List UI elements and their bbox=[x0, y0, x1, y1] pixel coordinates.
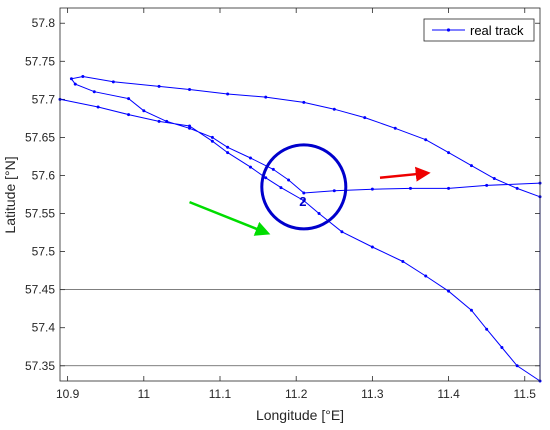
x-tick-label: 11.5 bbox=[514, 387, 537, 401]
data-point bbox=[332, 189, 336, 193]
data-point bbox=[210, 135, 214, 139]
data-point bbox=[408, 186, 412, 190]
y-tick-label: 57.6 bbox=[32, 168, 56, 182]
data-point bbox=[279, 186, 283, 190]
data-point bbox=[81, 75, 85, 79]
data-point bbox=[127, 97, 131, 101]
data-point bbox=[271, 167, 275, 171]
data-point bbox=[363, 116, 367, 120]
y-tick-label: 57.7 bbox=[32, 92, 56, 106]
data-point bbox=[226, 92, 230, 96]
data-point bbox=[340, 230, 344, 234]
data-point bbox=[264, 176, 268, 180]
data-point bbox=[401, 259, 405, 263]
y-axis-ticks: 57.35 57.4 57.45 57.5 57.55 57.6 57.65 57.7 57.7… bbox=[25, 16, 540, 373]
data-point bbox=[424, 138, 428, 142]
legend: real track bbox=[423, 18, 535, 42]
data-point bbox=[302, 191, 306, 195]
data-point bbox=[424, 274, 428, 278]
data-point bbox=[188, 124, 192, 128]
data-point bbox=[226, 151, 230, 155]
data-point bbox=[157, 84, 161, 88]
data-point bbox=[127, 113, 131, 117]
data-point bbox=[264, 95, 268, 99]
x-tick-label: 11 bbox=[138, 387, 151, 401]
data-point bbox=[469, 308, 473, 312]
data-point bbox=[492, 177, 496, 181]
y-tick-label: 57.75 bbox=[25, 54, 55, 68]
data-point bbox=[447, 186, 451, 190]
data-point bbox=[370, 245, 374, 249]
data-point bbox=[157, 119, 161, 123]
highlight-circle bbox=[260, 143, 348, 231]
data-point bbox=[485, 327, 489, 331]
data-point bbox=[447, 151, 451, 155]
y-tick-label: 57.5 bbox=[32, 245, 56, 259]
data-point bbox=[188, 87, 192, 91]
legend-entry-label: real track bbox=[470, 23, 524, 38]
x-tick-label: 11.2 bbox=[285, 387, 308, 401]
x-tick-label: 10.9 bbox=[56, 387, 80, 401]
data-point bbox=[96, 105, 100, 109]
data-point bbox=[485, 183, 489, 187]
x-axis-ticks: 10.9 11 11.1 11.2 11.3 11.4 11.5 bbox=[56, 8, 536, 401]
data-point bbox=[447, 289, 451, 293]
data-point bbox=[393, 126, 397, 130]
legend-box bbox=[423, 18, 535, 42]
y-tick-label: 57.35 bbox=[25, 359, 55, 373]
data-point bbox=[515, 186, 519, 190]
data-point bbox=[370, 187, 374, 191]
track-series bbox=[58, 75, 542, 383]
annotation-label: 2 bbox=[299, 194, 306, 209]
data-point bbox=[248, 156, 252, 160]
data-point bbox=[287, 178, 291, 182]
data-point bbox=[500, 346, 504, 350]
y-axis-label: Latitude [°N] bbox=[2, 156, 18, 233]
data-point bbox=[317, 212, 321, 216]
data-point bbox=[332, 107, 336, 111]
data-point bbox=[188, 126, 192, 130]
direction-arrow bbox=[379, 166, 431, 182]
data-point bbox=[248, 165, 252, 169]
plot-frame bbox=[59, 7, 541, 382]
annotations: 2 bbox=[189, 143, 431, 236]
x-tick-label: 11.1 bbox=[209, 387, 232, 401]
reference-lines bbox=[60, 289, 540, 367]
data-point bbox=[302, 100, 306, 104]
data-point bbox=[69, 77, 73, 81]
x-axis-label: Longitude [°E] bbox=[256, 407, 344, 423]
legend-marker-sample bbox=[446, 28, 451, 32]
y-tick-label: 57.65 bbox=[25, 130, 55, 144]
data-point bbox=[226, 145, 230, 149]
data-point bbox=[111, 80, 115, 84]
y-tick-label: 57.4 bbox=[32, 321, 56, 335]
x-tick-label: 11.4 bbox=[437, 387, 460, 401]
data-point bbox=[210, 139, 214, 143]
x-tick-label: 11.3 bbox=[361, 387, 384, 401]
y-tick-label: 57.45 bbox=[25, 283, 55, 297]
data-point bbox=[92, 90, 96, 94]
data-point bbox=[73, 82, 77, 86]
data-point bbox=[302, 199, 306, 203]
direction-arrow bbox=[189, 200, 271, 236]
y-tick-label: 57.55 bbox=[25, 207, 55, 221]
y-tick-label: 57.8 bbox=[32, 16, 56, 30]
data-point bbox=[142, 109, 146, 113]
data-point bbox=[165, 119, 169, 123]
data-point bbox=[469, 164, 473, 168]
plot-background bbox=[60, 8, 540, 381]
data-point bbox=[515, 364, 519, 368]
